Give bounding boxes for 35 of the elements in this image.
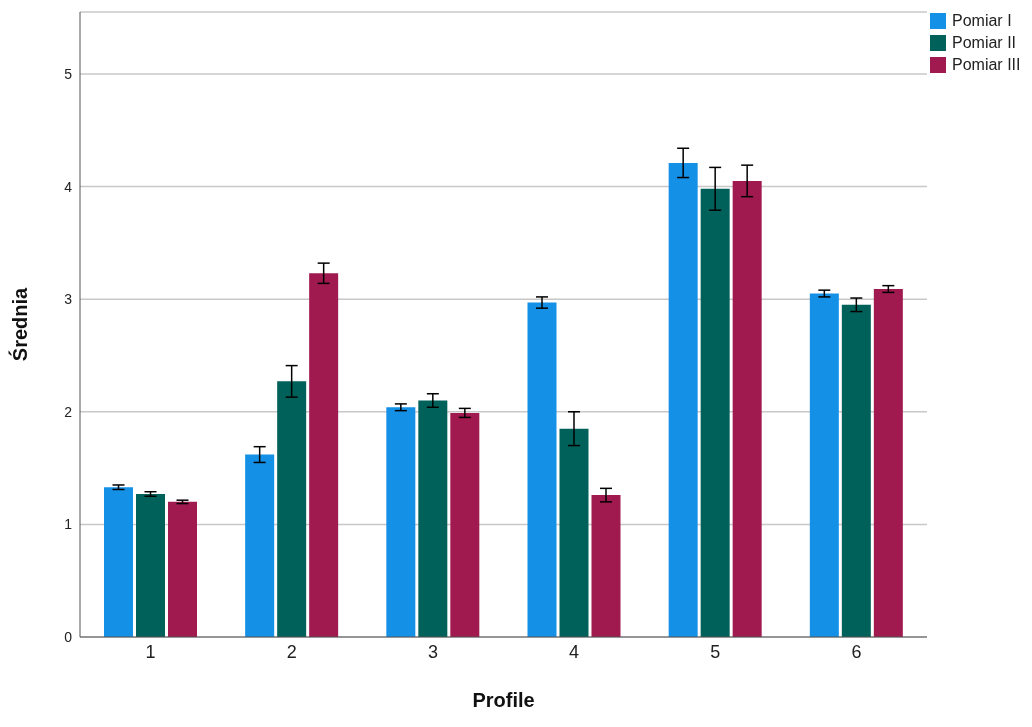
bar bbox=[873, 289, 903, 637]
bar bbox=[168, 501, 197, 637]
bar bbox=[841, 304, 871, 637]
bar bbox=[418, 400, 448, 637]
bar bbox=[559, 428, 589, 637]
bar bbox=[277, 381, 307, 637]
bar bbox=[700, 188, 730, 637]
bar bbox=[245, 454, 275, 637]
y-tick-label: 1 bbox=[64, 516, 73, 533]
x-tick-label: 3 bbox=[427, 641, 438, 662]
legend-label: Pomiar I bbox=[952, 12, 1012, 30]
x-tick-label: 2 bbox=[286, 641, 297, 662]
x-tick-label: 6 bbox=[851, 641, 862, 662]
bar bbox=[450, 412, 480, 637]
x-tick-label: 1 bbox=[145, 641, 156, 662]
bar bbox=[591, 495, 621, 637]
bar bbox=[136, 493, 165, 637]
bar bbox=[527, 302, 557, 637]
bar bbox=[668, 162, 698, 637]
y-tick-label: 5 bbox=[64, 65, 73, 82]
y-axis-title: Średnia bbox=[8, 286, 32, 362]
bar bbox=[386, 407, 416, 637]
y-tick-label: 3 bbox=[64, 291, 73, 308]
bar bbox=[809, 293, 839, 637]
x-axis-title: Profile bbox=[472, 689, 535, 711]
x-tick-label: 5 bbox=[710, 641, 721, 662]
bar bbox=[732, 180, 762, 637]
legend-label: Pomiar II bbox=[952, 34, 1017, 52]
legend-label: Pomiar III bbox=[952, 56, 1021, 74]
bar bbox=[309, 273, 339, 637]
x-tick-label: 4 bbox=[569, 641, 580, 662]
bar bbox=[104, 487, 133, 637]
y-tick-label: 0 bbox=[64, 628, 73, 645]
y-tick-label: 2 bbox=[64, 403, 73, 420]
y-tick-label: 4 bbox=[64, 178, 73, 195]
